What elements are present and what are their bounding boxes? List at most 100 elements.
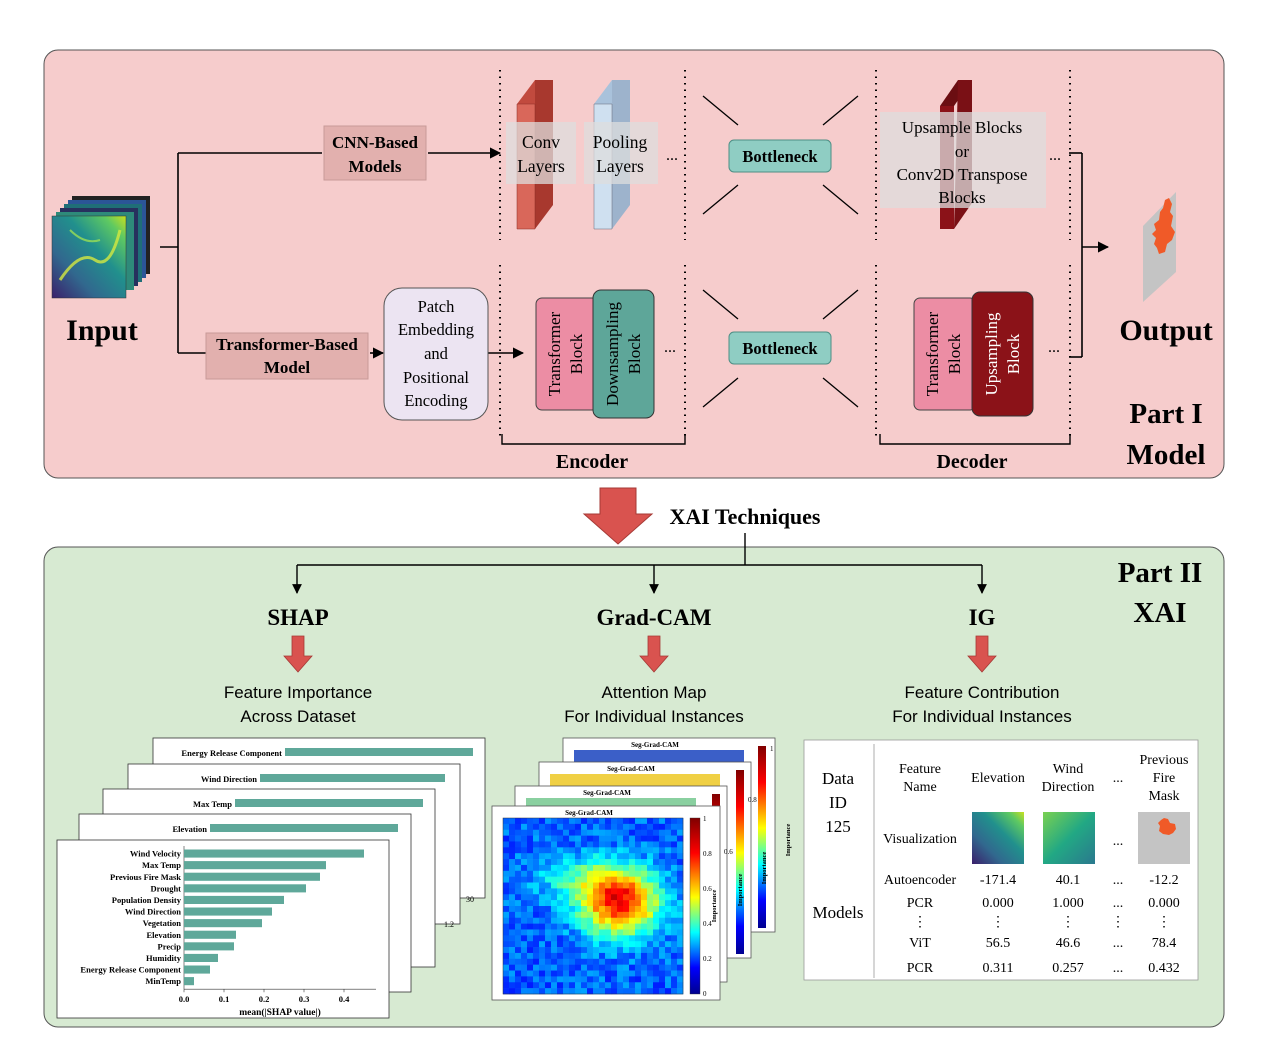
part1-title-line1: Part I <box>1129 398 1202 430</box>
heatmap-cell <box>623 900 630 907</box>
heatmap-cell <box>509 847 516 854</box>
heatmap-cell <box>509 870 516 877</box>
heatmap-cell <box>533 970 540 977</box>
bottleneck-transformer: Bottleneck <box>702 289 859 408</box>
heatmap-cell <box>629 958 636 965</box>
heatmap-cell <box>677 859 684 866</box>
heatmap-cell <box>623 929 630 936</box>
heatmap-cell <box>587 929 594 936</box>
heatmap-cell <box>563 829 570 836</box>
wind-direction-thumbnail <box>1043 812 1095 864</box>
heatmap-cell <box>629 876 636 883</box>
heatmap-cell <box>587 935 594 942</box>
heatmap-cell <box>515 888 522 895</box>
heatmap-cell <box>533 906 540 913</box>
shap-bar <box>184 965 210 974</box>
heatmap-cell <box>551 923 558 930</box>
heatmap-cell <box>551 917 558 924</box>
heatmap-cell <box>671 935 678 942</box>
heatmap-cell <box>509 976 516 983</box>
heatmap-cell <box>533 935 540 942</box>
heatmap-cell <box>545 917 552 924</box>
heatmap-cell <box>545 823 552 831</box>
svg-text:Transformer: Transformer <box>545 311 564 396</box>
heatmap-cell <box>533 911 540 919</box>
heatmap-cell <box>563 894 570 901</box>
heatmap-cell <box>557 853 564 860</box>
heatmap-cell <box>563 964 570 971</box>
heatmap-cell <box>623 906 630 913</box>
heatmap-cell <box>581 988 588 995</box>
heatmap-cell <box>575 911 582 919</box>
svg-text:Importance: Importance <box>785 824 792 857</box>
heatmap-cell <box>617 911 624 919</box>
heatmap-cell <box>551 835 558 842</box>
heatmap-cell <box>641 941 648 948</box>
heatmap-cell <box>509 906 516 913</box>
heatmap-cell <box>665 888 672 895</box>
heatmap-cell <box>659 876 666 883</box>
heatmap-cell <box>659 847 666 854</box>
heatmap-cell <box>599 882 606 889</box>
heatmap-cell <box>569 935 576 942</box>
heatmap-cell <box>551 876 558 883</box>
heatmap-cell <box>647 976 654 983</box>
cnn-encoder-ellipsis: ... <box>666 147 678 164</box>
shap-feature-label: Population Density <box>112 895 182 905</box>
heatmap-cell <box>521 818 528 825</box>
heatmap-cell <box>623 859 630 866</box>
heatmap-cell <box>533 982 540 989</box>
heatmap-cell <box>575 835 582 842</box>
heatmap-cell <box>665 988 672 995</box>
heatmap-cell <box>647 894 654 901</box>
heatmap-cell <box>671 853 678 860</box>
heatmap-cell <box>503 958 510 965</box>
heatmap-cell <box>611 900 618 907</box>
heatmap-cell <box>677 853 684 860</box>
heatmap-cell <box>503 982 510 989</box>
heatmap-cell <box>533 947 540 954</box>
heatmap-cell <box>677 870 684 877</box>
heatmap-cell <box>599 976 606 983</box>
heatmap-cell <box>575 982 582 989</box>
heatmap-cell <box>641 864 648 872</box>
heatmap-cell <box>545 876 552 883</box>
heatmap-cell <box>587 982 594 989</box>
heatmap-cell <box>671 917 678 924</box>
heatmap-cell <box>641 870 648 877</box>
heatmap-cell <box>509 982 516 989</box>
shap-bar <box>184 861 326 870</box>
heatmap-cell <box>623 952 630 960</box>
heatmap-cell <box>575 888 582 895</box>
heatmap-cell <box>665 818 672 825</box>
heatmap-cell <box>665 958 672 965</box>
shap-bar <box>184 872 320 881</box>
shap-x-axis-label: mean(|SHAP value|) <box>239 1007 321 1018</box>
heatmap-cell <box>551 847 558 854</box>
heatmap-cell <box>593 829 600 836</box>
shap-feature-label: Max Temp <box>142 860 181 870</box>
heatmap-cell <box>527 818 534 825</box>
heatmap-cell <box>617 958 624 965</box>
heatmap-cell <box>557 941 564 948</box>
heatmap-cell <box>587 964 594 971</box>
heatmap-cell <box>503 841 510 848</box>
heatmap-cell <box>635 859 642 866</box>
part2-title-line1: Part II <box>1118 557 1203 589</box>
heatmap-cell <box>647 823 654 831</box>
heatmap-cell <box>587 818 594 825</box>
svg-text:Name: Name <box>903 780 936 795</box>
heatmap-cell <box>659 900 666 907</box>
heatmap-cell <box>569 941 576 948</box>
heatmap-cell <box>527 917 534 924</box>
svg-text:Wind Direction: Wind Direction <box>201 774 257 784</box>
heatmap-cell <box>521 888 528 895</box>
heatmap-cell <box>653 829 660 836</box>
heatmap-cell <box>659 982 666 989</box>
heatmap-cell <box>635 906 642 913</box>
ig-table-cell: 0.000 <box>1148 896 1180 911</box>
heatmap-cell <box>671 900 678 907</box>
heatmap-cell <box>635 841 642 848</box>
heatmap-cell <box>515 935 522 942</box>
heatmap-cell <box>539 870 546 877</box>
